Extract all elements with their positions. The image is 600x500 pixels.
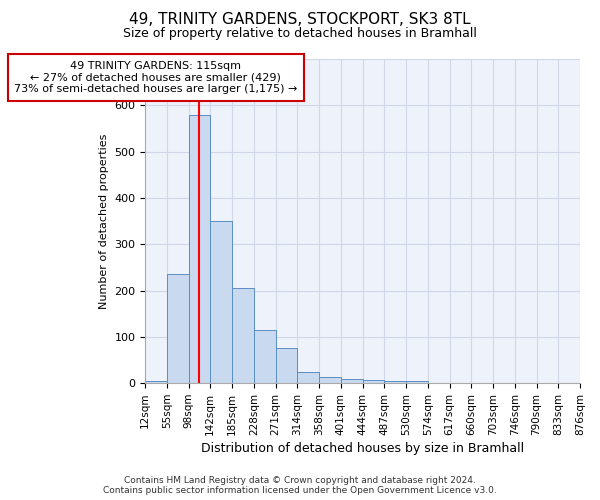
Bar [232, 288, 254, 383]
Y-axis label: Number of detached properties: Number of detached properties [98, 134, 109, 309]
Text: 49 TRINITY GARDENS: 115sqm
← 27% of detached houses are smaller (429)
73% of sem: 49 TRINITY GARDENS: 115sqm ← 27% of deta… [14, 61, 298, 94]
Bar [341, 379, 362, 383]
Bar [297, 372, 319, 383]
Text: 49, TRINITY GARDENS, STOCKPORT, SK3 8TL: 49, TRINITY GARDENS, STOCKPORT, SK3 8TL [129, 12, 471, 28]
Bar [406, 381, 428, 383]
Text: Size of property relative to detached houses in Bramhall: Size of property relative to detached ho… [123, 28, 477, 40]
Bar [275, 348, 297, 383]
Bar [145, 381, 167, 383]
Bar [319, 377, 341, 383]
Bar [167, 274, 188, 383]
Text: Contains HM Land Registry data © Crown copyright and database right 2024.
Contai: Contains HM Land Registry data © Crown c… [103, 476, 497, 495]
Bar [254, 330, 275, 383]
Bar [188, 114, 211, 383]
Bar [384, 381, 406, 383]
Bar [211, 221, 232, 383]
X-axis label: Distribution of detached houses by size in Bramhall: Distribution of detached houses by size … [201, 442, 524, 455]
Bar [362, 380, 384, 383]
